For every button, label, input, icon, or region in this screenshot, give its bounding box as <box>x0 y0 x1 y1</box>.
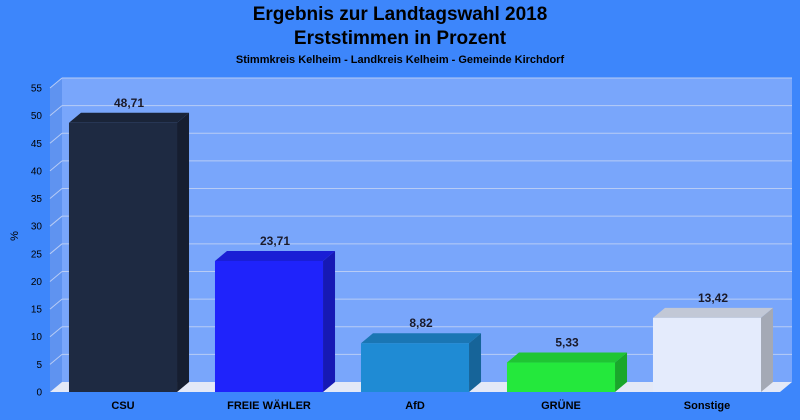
chart-subtitle: Erststimmen in Prozent <box>293 28 507 49</box>
y-tick-label: 5 <box>36 360 42 371</box>
bar-afd: 8,82 <box>360 316 482 392</box>
bar-freie-wähler: 23,71 <box>214 234 336 392</box>
y-tick-label: 30 <box>31 222 43 233</box>
grid-line <box>49 215 63 227</box>
bar-front <box>360 343 470 392</box>
category-label: AfD <box>405 400 425 412</box>
grid-line <box>49 105 63 117</box>
bar-side <box>469 333 482 392</box>
category-label: Sonstige <box>684 400 730 412</box>
bar-top <box>506 352 628 363</box>
value-label: 5,33 <box>555 336 579 350</box>
grid-line <box>49 271 63 282</box>
y-tick-label: 15 <box>31 305 43 316</box>
y-tick-label: 35 <box>31 194 43 205</box>
grid-line <box>49 243 63 255</box>
bar-side <box>761 307 774 392</box>
bar-front <box>506 362 616 392</box>
y-tick-label: 55 <box>31 84 43 95</box>
grid-line <box>49 326 63 338</box>
bar-top <box>360 333 482 344</box>
grid-line <box>49 132 63 144</box>
value-label: 23,71 <box>260 234 290 248</box>
y-tick-label: 20 <box>31 277 43 288</box>
chart-location-subtitle: Stimmkreis Kelheim - Landkreis Kelheim -… <box>235 54 565 66</box>
y-axis: 0 5 10 15 20 25 30 35 40 45 50 55 <box>31 84 43 399</box>
bar-side <box>177 112 190 393</box>
x-axis-labels: CSU FREIE WÄHLER AfD GRÜNE Sonstige <box>111 399 730 412</box>
bar-top <box>214 250 336 261</box>
category-label: GRÜNE <box>541 399 581 412</box>
value-label: 13,42 <box>698 291 728 305</box>
bar-side <box>615 352 628 392</box>
value-label: 48,71 <box>114 96 144 110</box>
bar-top <box>652 307 774 318</box>
bar-front <box>652 317 762 392</box>
y-tick-label: 40 <box>31 166 43 177</box>
y-axis-label: % <box>9 231 21 241</box>
y-tick-label: 10 <box>31 332 43 343</box>
grid-line <box>49 353 63 365</box>
grid-line <box>49 160 63 172</box>
bar-side <box>323 250 336 392</box>
y-tick-label: 25 <box>31 249 43 260</box>
bars: 48,71 23,71 8,82 5,33 13,42 <box>68 96 774 393</box>
y-tick-label: 45 <box>31 139 43 150</box>
chart-title: Ergebnis zur Landtagswahl 2018 <box>252 4 548 25</box>
grid-line <box>49 77 63 89</box>
bar-grüne: 5,33 <box>506 336 628 392</box>
bar-front <box>68 122 178 393</box>
y-tick-label: 50 <box>31 111 43 122</box>
bar-front <box>214 260 324 392</box>
category-label: CSU <box>111 400 134 412</box>
bar-sonstige: 13,42 <box>652 291 774 392</box>
plot-side-wall <box>50 78 62 392</box>
grid-line <box>49 188 63 199</box>
grid-line <box>49 298 63 310</box>
category-label: FREIE WÄHLER <box>227 399 311 412</box>
value-label: 8,82 <box>409 316 433 330</box>
y-tick-label: 0 <box>36 388 42 399</box>
bar-csu: 48,71 <box>68 96 190 393</box>
bar-top <box>68 112 190 123</box>
